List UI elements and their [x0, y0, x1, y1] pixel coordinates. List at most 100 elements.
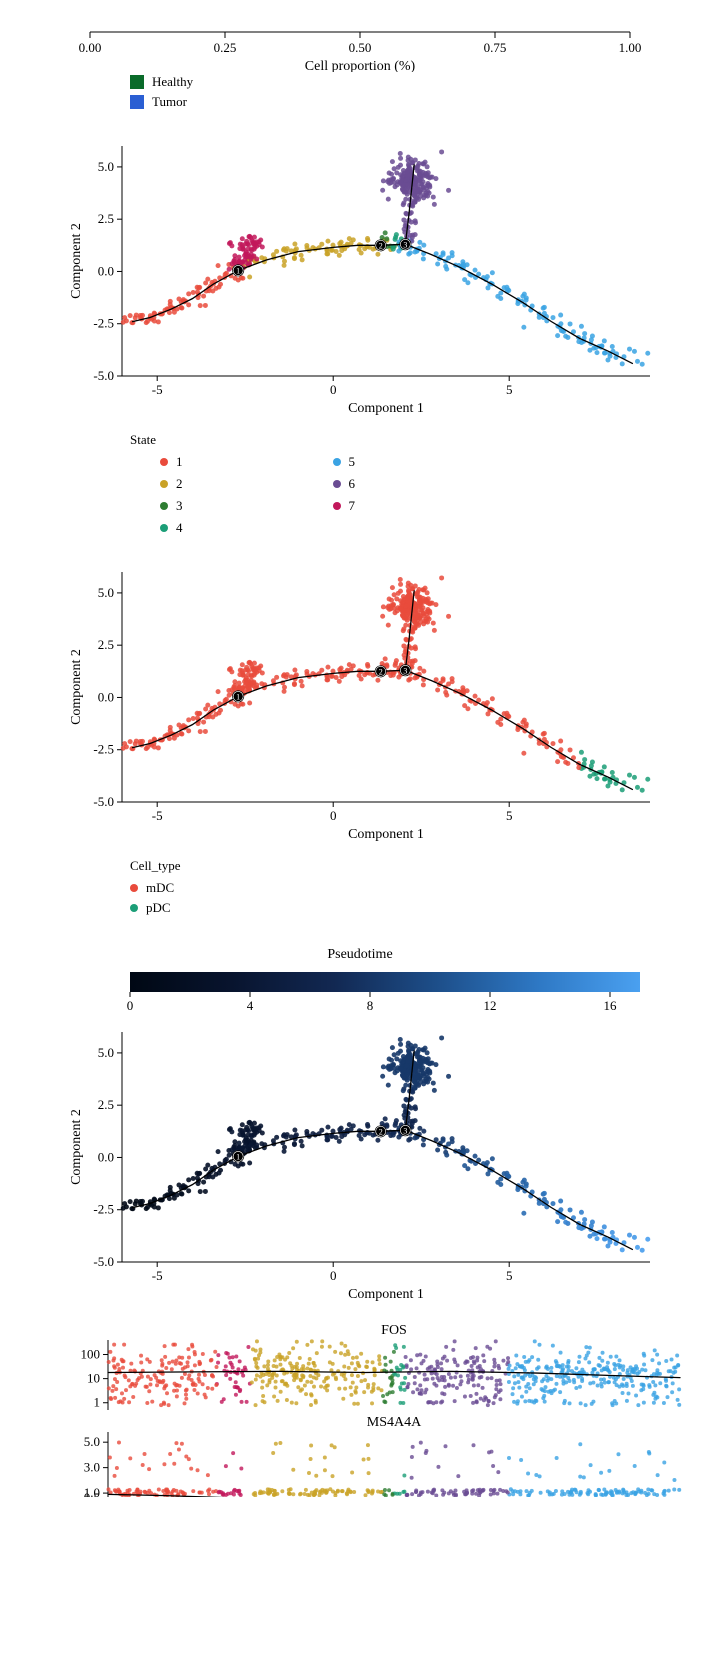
svg-text:0.50: 0.50: [349, 40, 372, 55]
legend-label: 4: [176, 520, 183, 536]
svg-text:-5.0: -5.0: [93, 368, 114, 383]
svg-text:12: 12: [484, 998, 497, 1013]
svg-text:0.0: 0.0: [98, 689, 114, 704]
legend-item-tumor: Tumor: [130, 92, 706, 112]
svg-text:2.5: 2.5: [98, 1097, 114, 1112]
celltype-legend-title: Cell_type: [130, 858, 706, 874]
svg-text:3: 3: [403, 666, 407, 675]
legend-label: 3: [176, 498, 183, 514]
state-chart: -505-5.0-2.50.02.55.0Component 1Componen…: [60, 136, 706, 426]
svg-text:0: 0: [330, 382, 337, 397]
legend-label: 1: [176, 454, 183, 470]
svg-text:1: 1: [236, 692, 240, 701]
svg-text:-5: -5: [152, 382, 163, 397]
svg-text:100: 100: [81, 1347, 101, 1362]
svg-text:Component 2: Component 2: [69, 1109, 84, 1185]
svg-text:4: 4: [247, 998, 254, 1013]
svg-text:5.0: 5.0: [98, 585, 114, 600]
state-legend-item-1: 1: [160, 452, 183, 472]
celltype-legend-item-pDC: pDC: [130, 898, 706, 918]
celltype-legend: Cell_type mDC pDC: [60, 858, 706, 918]
legend-dot: [160, 502, 168, 510]
state-legend-item-2: 2: [160, 474, 183, 494]
svg-text:0: 0: [330, 1268, 337, 1283]
legend-dot: [333, 458, 341, 466]
svg-text:0.25: 0.25: [214, 40, 237, 55]
svg-text:2.5: 2.5: [98, 211, 114, 226]
legend-dot: [333, 502, 341, 510]
svg-text:16: 16: [604, 998, 618, 1013]
svg-text:Component 1: Component 1: [348, 1287, 424, 1302]
state-legend-item-7: 7: [333, 496, 356, 516]
state-legend-title: State: [130, 432, 706, 448]
legend-label: Healthy: [152, 74, 193, 90]
svg-text:MS4A4A: MS4A4A: [367, 1415, 422, 1430]
svg-text:5: 5: [506, 382, 513, 397]
svg-text:-5: -5: [152, 1268, 163, 1283]
state-legend-item-6: 6: [333, 474, 356, 494]
legend-dot: [130, 904, 138, 912]
svg-text:10: 10: [87, 1371, 100, 1386]
legend-label: pDC: [146, 900, 171, 916]
state-legend: State 1 2 3 4 5 6 7: [60, 432, 706, 538]
celltype-legend-item-mDC: mDC: [130, 878, 706, 898]
svg-text:Cell proportion (%): Cell proportion (%): [305, 59, 416, 72]
celltype-chart: -5 0 5 -5.0 -2.5 0.0 2.5 5.0 Component 1 Componen…: [60, 562, 706, 852]
legend-dot: [160, 458, 168, 466]
svg-text:1: 1: [94, 1395, 101, 1410]
legend-label: mDC: [146, 880, 174, 896]
legend-label: 6: [349, 476, 356, 492]
legend-dot: [130, 884, 138, 892]
svg-text:3: 3: [403, 1126, 407, 1135]
svg-text:5.0: 5.0: [98, 159, 114, 174]
pseudotime-chart: Pseudotime0481216-505-5.0-2.50.02.55.0Co…: [60, 942, 706, 1312]
state-legend-item-3: 3: [160, 496, 183, 516]
legend-dot: [160, 480, 168, 488]
svg-text:Component 1: Component 1: [348, 401, 424, 416]
svg-text:3.0: 3.0: [84, 1460, 100, 1475]
legend-label: Tumor: [152, 94, 187, 110]
svg-text:0.00: 0.00: [79, 40, 102, 55]
top-legend: Healthy Tumor: [60, 72, 706, 112]
svg-text:-5: -5: [152, 808, 163, 823]
legend-label: 2: [176, 476, 183, 492]
svg-text:1: 1: [236, 266, 240, 275]
state-legend-item-5: 5: [333, 452, 356, 472]
svg-text:1.00: 1.00: [619, 40, 642, 55]
legend-dot: [333, 480, 341, 488]
svg-text:2: 2: [379, 241, 383, 250]
svg-text:2: 2: [379, 1127, 383, 1136]
legend-swatch: [130, 95, 144, 109]
gene-strips: FOS110100MS4A4A1.03.05.00.5: [60, 1322, 706, 1497]
svg-text:0.75: 0.75: [484, 40, 507, 55]
svg-text:Component 2: Component 2: [69, 649, 84, 725]
svg-text:8: 8: [367, 998, 374, 1013]
svg-text:5.0: 5.0: [84, 1434, 100, 1449]
svg-text:5: 5: [506, 808, 513, 823]
svg-text:FOS: FOS: [381, 1323, 407, 1338]
svg-text:2: 2: [379, 667, 383, 676]
svg-text:Component 2: Component 2: [69, 223, 84, 299]
svg-text:5: 5: [506, 1268, 513, 1283]
svg-text:Component 1: Component 1: [348, 827, 424, 842]
svg-text:Pseudotime: Pseudotime: [327, 947, 392, 962]
legend-label: 5: [349, 454, 356, 470]
cell-proportion-axis-svg: 0.00 0.25 0.50 0.75 1.00 Cell proportion (%): [60, 24, 660, 72]
svg-text:-5.0: -5.0: [93, 794, 114, 809]
legend-item-healthy: Healthy: [130, 72, 706, 92]
svg-text:0.0: 0.0: [98, 1149, 114, 1164]
svg-text:2.5: 2.5: [98, 637, 114, 652]
svg-text:5.0: 5.0: [98, 1045, 114, 1060]
svg-text:-5.0: -5.0: [93, 1254, 114, 1269]
svg-text:-2.5: -2.5: [93, 1202, 114, 1217]
svg-text:0.0: 0.0: [98, 263, 114, 278]
svg-text:-2.5: -2.5: [93, 742, 114, 757]
svg-text:0: 0: [127, 998, 134, 1013]
legend-swatch: [130, 75, 144, 89]
legend-dot: [160, 524, 168, 532]
svg-text:3: 3: [403, 240, 407, 249]
svg-text:1: 1: [236, 1152, 240, 1161]
legend-label: 7: [349, 498, 356, 514]
state-legend-item-4: 4: [160, 518, 183, 538]
svg-text:0: 0: [330, 808, 337, 823]
